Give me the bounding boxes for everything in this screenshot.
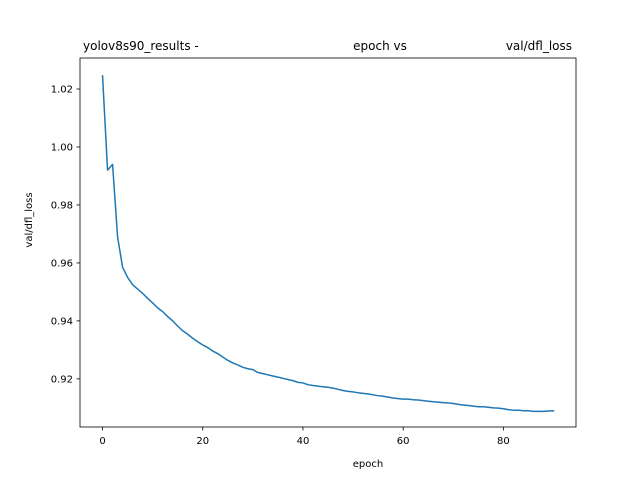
plot-area	[80, 58, 576, 427]
y-axis-ticks: 0.92 0.94 0.96 0.98 1.00 1.02	[51, 85, 80, 385]
y-axis-label: val/dfl_loss	[24, 192, 35, 247]
y-tick-label: 0.98	[51, 200, 73, 211]
x-tick-label: 20	[196, 436, 209, 447]
series-line	[101, 75, 555, 413]
y-tick-label: 0.96	[51, 258, 73, 269]
y-tick-label: 0.92	[51, 374, 73, 385]
x-tick-label: 80	[497, 436, 510, 447]
x-axis-label: epoch	[353, 459, 383, 470]
x-tick-label: 40	[297, 436, 310, 447]
y-tick-label: 0.94	[51, 316, 73, 327]
x-tick-label: 60	[397, 436, 410, 447]
x-axis-ticks: 0 20 40 60 80	[99, 427, 510, 447]
y-tick-label: 1.02	[51, 85, 73, 96]
x-tick-label: 0	[99, 436, 105, 447]
chart-title-part-3: val/dfl_loss	[506, 39, 572, 53]
plot-frame	[79, 57, 577, 428]
chart-title-part-1: yolov8s90_results -	[83, 39, 199, 53]
y-tick-label: 1.00	[51, 142, 73, 153]
chart-title-part-2: epoch vs	[353, 39, 407, 53]
